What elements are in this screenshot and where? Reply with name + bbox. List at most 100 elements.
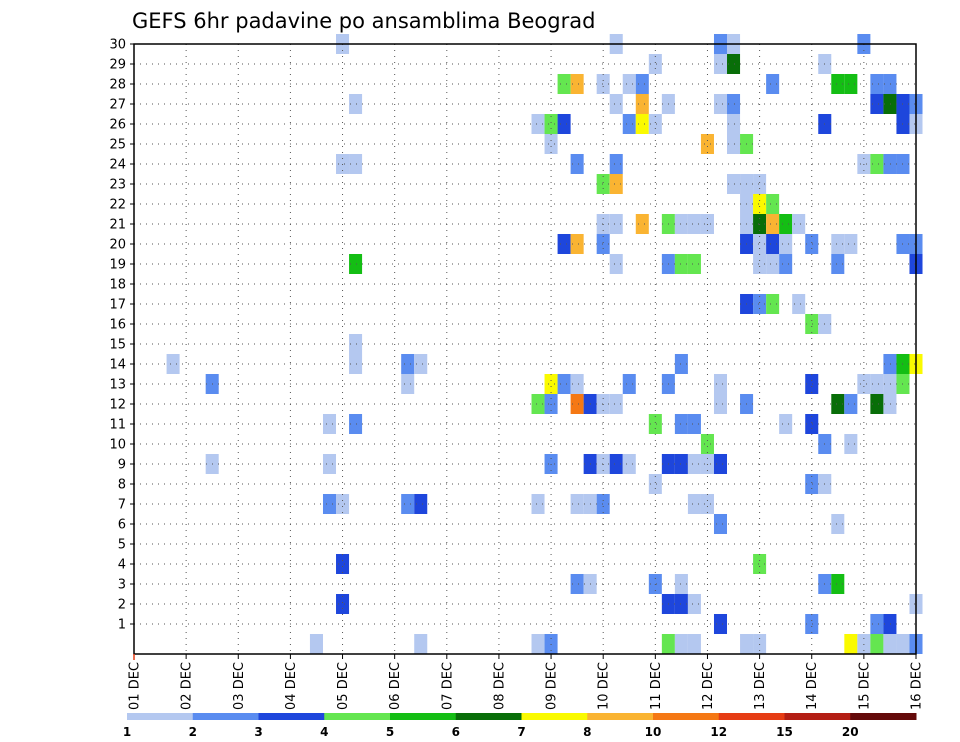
heatmap-cell — [857, 374, 871, 394]
heatmap-cell — [674, 254, 688, 274]
legend-swatch — [192, 713, 259, 720]
heatmap-cell — [883, 154, 897, 174]
y-tick-label: 13 — [109, 378, 126, 393]
y-tick-label: 3 — [118, 578, 126, 593]
heatmap-cell — [753, 254, 767, 274]
legend-swatch — [850, 713, 917, 720]
heatmap-cell — [674, 634, 688, 654]
heatmap-cell — [635, 114, 649, 134]
heatmap-cell — [414, 634, 428, 654]
legend-swatch — [455, 713, 522, 720]
heatmap-cell — [766, 214, 780, 234]
legend-swatch — [127, 713, 194, 720]
heatmap-cell — [844, 434, 858, 454]
heatmap-cell — [674, 574, 688, 594]
heatmap-cell — [401, 374, 415, 394]
legend-swatch — [784, 713, 851, 720]
y-tick-label: 12 — [109, 398, 126, 413]
heatmap-cell — [687, 454, 701, 474]
heatmap-cell — [570, 574, 584, 594]
heatmap-cell — [883, 94, 897, 114]
heatmap-cell — [883, 634, 897, 654]
heatmap-cell — [687, 594, 701, 614]
y-tick-label: 17 — [109, 298, 126, 313]
heatmap-cell — [674, 594, 688, 614]
heatmap-cell — [687, 494, 701, 514]
heatmap-cell — [805, 314, 819, 334]
heatmap-cell — [648, 114, 662, 134]
legend-swatch — [587, 713, 654, 720]
y-tick-label: 8 — [118, 478, 126, 493]
legend-label: 6 — [452, 725, 460, 739]
heatmap-cell — [674, 454, 688, 474]
y-tick-label: 16 — [109, 318, 126, 333]
x-tick-label: 05 DEC — [336, 662, 351, 710]
chart-title: GEFS 6hr padavine po ansamblima Beograd — [132, 9, 595, 33]
x-tick-label: 12 DEC — [701, 662, 716, 710]
heatmap-cell — [753, 194, 767, 214]
heatmap-cell — [805, 614, 819, 634]
legend-swatch — [653, 713, 720, 720]
x-axis: 01 DEC 02 DEC 03 DEC 04 DEC 05 DEC 06 DEC 07 D… — [128, 654, 925, 710]
heatmap-cell — [805, 414, 819, 434]
heatmap-cell — [883, 614, 897, 634]
heatmap-cell — [844, 394, 858, 414]
x-tick-label: 01 DEC — [128, 662, 143, 710]
heatmap-cell — [166, 354, 180, 374]
heatmap-cell — [570, 374, 584, 394]
x-tick-label: 15 DEC — [857, 662, 872, 710]
x-tick-label: 08 DEC — [492, 662, 507, 710]
heatmap-cell — [831, 254, 845, 274]
heatmap-cell — [831, 514, 845, 534]
heatmap-cell — [700, 434, 714, 454]
heatmap-cell — [766, 234, 780, 254]
heatmap-cell — [700, 134, 714, 154]
x-tick-label: 06 DEC — [388, 662, 403, 710]
y-tick-label: 26 — [109, 118, 126, 133]
heatmap-cell — [844, 234, 858, 254]
y-tick-label: 2 — [118, 598, 126, 613]
heatmap-cell — [570, 394, 584, 414]
heatmap-cell — [596, 234, 610, 254]
legend-label: 2 — [189, 725, 197, 739]
heatmap-cell — [570, 74, 584, 94]
y-tick-label: 27 — [109, 98, 126, 113]
heatmap-cell — [883, 394, 897, 414]
heatmap-cell — [753, 174, 767, 194]
heatmap-cell — [674, 414, 688, 434]
heatmap-cell — [844, 74, 858, 94]
heatmap-cell — [531, 114, 545, 134]
legend-swatch — [718, 713, 785, 720]
grid-layer — [134, 43, 916, 654]
heatmap-cell — [557, 374, 571, 394]
heatmap-cell — [870, 374, 884, 394]
heatmap-cell — [766, 74, 780, 94]
heatmap-cell — [766, 254, 780, 274]
heatmap-cell — [648, 474, 662, 494]
x-tick-label: 11 DEC — [649, 662, 664, 710]
heatmap-cell — [622, 74, 636, 94]
x-tick-label: 09 DEC — [545, 662, 560, 710]
heatmap-cell — [883, 374, 897, 394]
heatmap-cell — [687, 634, 701, 654]
heatmap-cell — [831, 234, 845, 254]
heatmap-cell — [309, 634, 323, 654]
legend-label: 10 — [645, 725, 662, 739]
heatmap-cell — [349, 334, 363, 354]
heatmap-cell — [401, 354, 415, 374]
heatmap-cell — [336, 594, 350, 614]
heatmap-cell — [570, 234, 584, 254]
heatmap-cell — [831, 574, 845, 594]
heatmap-cell — [531, 494, 545, 514]
heatmap-cell — [753, 554, 767, 574]
y-tick-label: 14 — [109, 358, 126, 373]
x-tick-label: 10 DEC — [597, 662, 612, 710]
y-tick-label: 30 — [109, 38, 126, 53]
heatmap-cell — [661, 634, 675, 654]
heatmap-cell — [609, 154, 623, 174]
plot-frame — [133, 43, 917, 655]
heatmap-cell — [349, 354, 363, 374]
heatmap-cell — [635, 214, 649, 234]
y-tick-label: 18 — [109, 278, 126, 293]
heatmap-cell — [779, 234, 793, 254]
